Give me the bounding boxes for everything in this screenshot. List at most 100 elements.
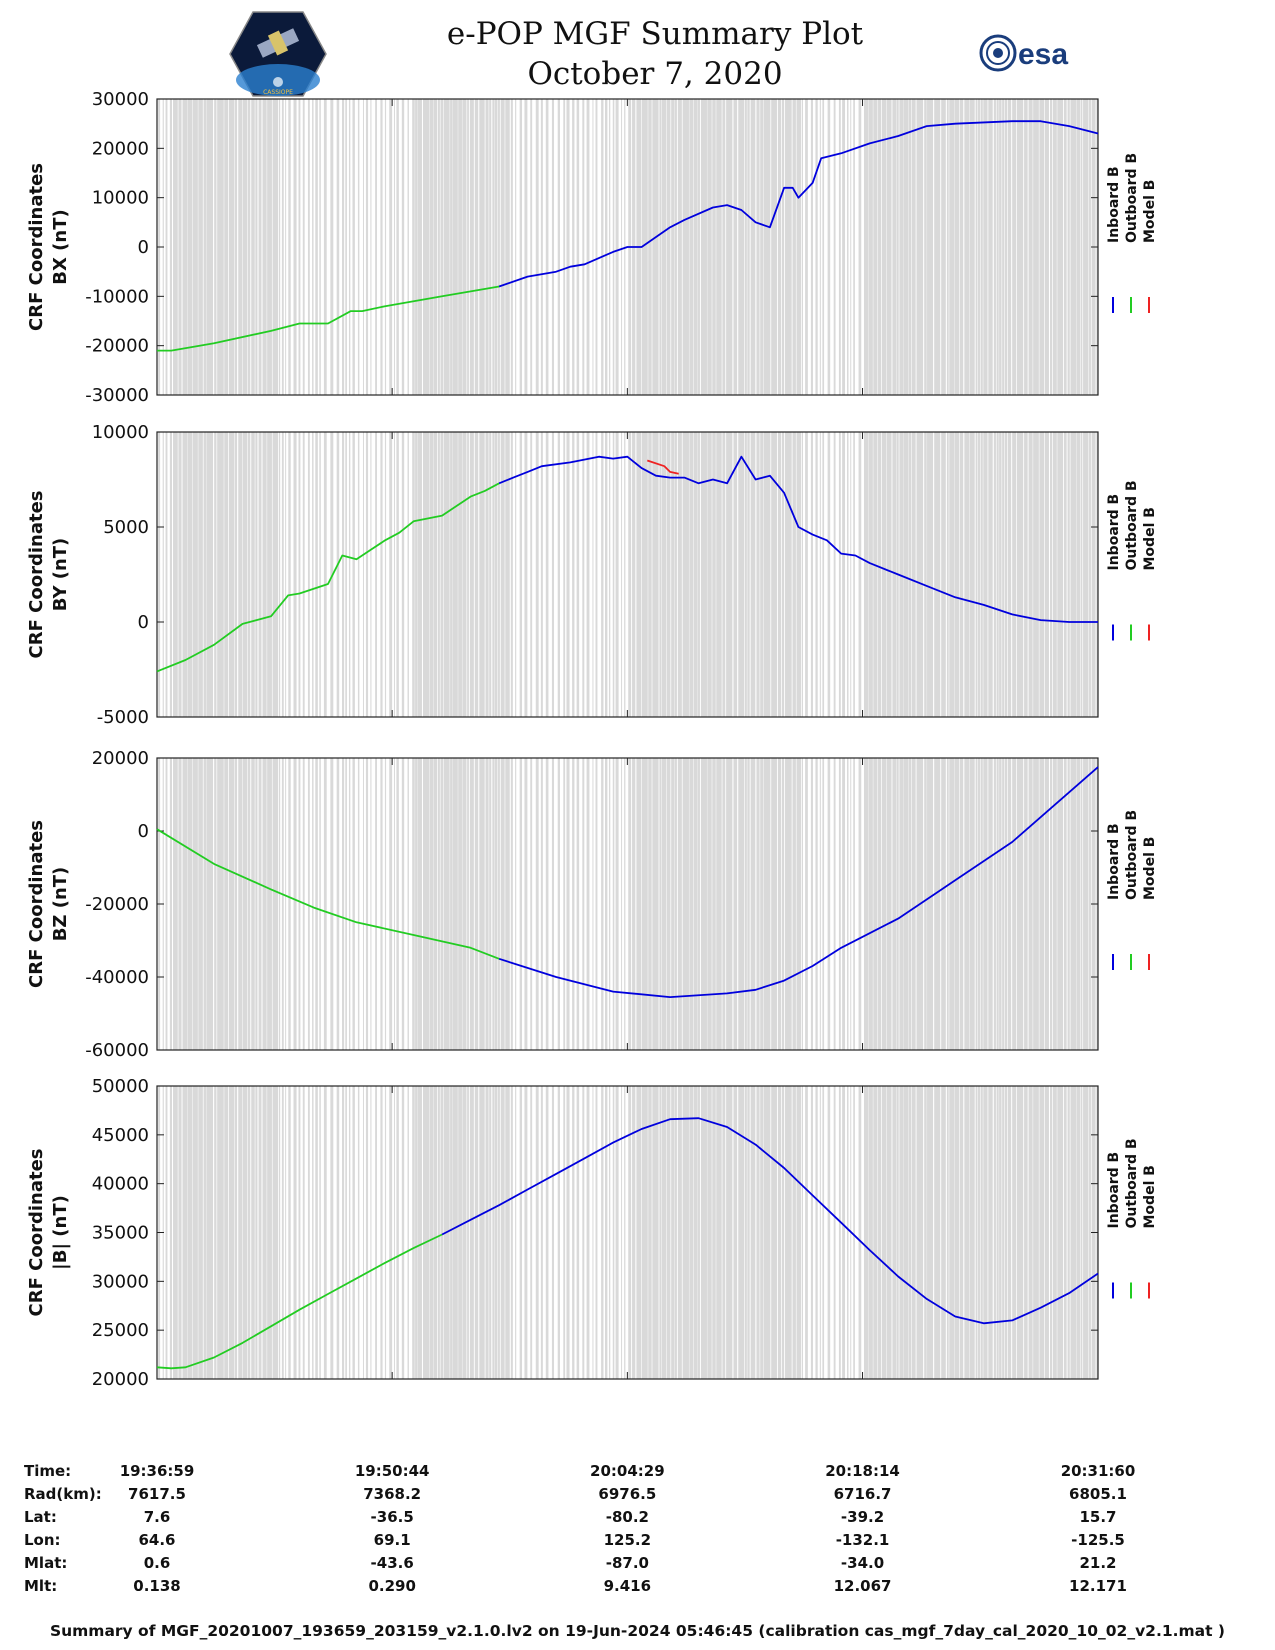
gap-shade-stripe xyxy=(572,99,575,395)
legend-label-model-b: Model B xyxy=(1142,507,1158,570)
gap-shade-stripe xyxy=(500,758,505,1050)
gap-shade-stripe xyxy=(777,758,781,1050)
gap-shade-stripe xyxy=(192,432,198,717)
gap-shade-stripe xyxy=(858,432,862,717)
gap-shade-stripe xyxy=(747,1086,750,1379)
gap-shade-stripe xyxy=(1067,432,1070,717)
gap-shade-stripe xyxy=(760,99,764,395)
gap-shade-stripe xyxy=(892,758,897,1050)
gap-shade-stripe xyxy=(1076,432,1081,717)
gap-shade-stripe xyxy=(293,758,297,1050)
gap-shade-stripe xyxy=(697,1086,700,1379)
gap-shade-stripe xyxy=(975,432,978,717)
gap-shade-stripe xyxy=(341,758,345,1050)
gap-shade-stripe xyxy=(969,432,975,717)
legend-label-outboard-b: Outboard B xyxy=(1124,153,1140,243)
gap-shade-stripe xyxy=(996,99,999,395)
gap-shade-stripe xyxy=(566,1086,570,1379)
gap-shade-stripe xyxy=(540,99,543,395)
gap-shade-stripe xyxy=(980,758,983,1050)
gap-shade-stripe xyxy=(494,1086,498,1379)
gap-shade-stripe xyxy=(551,432,555,717)
gap-shade-stripe xyxy=(384,432,387,717)
gap-shade-stripe xyxy=(582,1086,585,1379)
gap-shade-stripe xyxy=(492,758,495,1050)
gap-shade-stripe xyxy=(365,432,369,717)
ephemeris-value: -43.6 xyxy=(370,1554,414,1572)
gap-shade-stripe xyxy=(479,758,485,1050)
gap-shade-stripe xyxy=(760,432,764,717)
gap-shade-stripe xyxy=(1089,99,1091,395)
gap-shade-stripe xyxy=(1044,758,1049,1050)
gap-shade-stripe xyxy=(234,758,238,1050)
gap-shade-stripe xyxy=(677,758,682,1050)
gap-shade-stripe xyxy=(469,1086,474,1379)
gap-shade-stripe xyxy=(345,99,347,395)
gap-shade-stripe xyxy=(677,99,682,395)
gap-shade-stripe xyxy=(810,432,813,717)
gap-shade-stripe xyxy=(712,758,716,1050)
gap-shade-stripe xyxy=(433,1086,438,1379)
gap-shade-stripe xyxy=(850,432,852,717)
gap-shade-stripe xyxy=(169,432,172,717)
gap-shade-stripe xyxy=(380,1086,383,1379)
gap-shade-stripe xyxy=(819,1086,821,1379)
gap-shade-stripe xyxy=(881,432,887,717)
gap-shade-stripe xyxy=(792,1086,796,1379)
gap-shade-stripe xyxy=(838,432,841,717)
gap-shade-stripe xyxy=(899,432,904,717)
gap-shade-stripe xyxy=(892,99,897,395)
ephemeris-value: -87.0 xyxy=(605,1554,649,1572)
gap-shade-stripe xyxy=(505,1086,510,1379)
gap-shade-stripe xyxy=(393,432,395,717)
gap-shade-stripe xyxy=(805,758,808,1050)
gap-shade-stripe xyxy=(993,99,996,395)
gap-shade-stripe xyxy=(1067,99,1070,395)
gap-shade-stripe xyxy=(1007,758,1012,1050)
legend-label-model-b: Model B xyxy=(1142,180,1158,243)
gap-shade-stripe xyxy=(187,432,193,717)
gap-shade-stripe xyxy=(756,99,760,395)
gap-shade-stripe xyxy=(182,758,188,1050)
gap-shade-stripe xyxy=(1052,432,1057,717)
gap-shade-stripe xyxy=(682,432,689,717)
panel-3: -60000 -40000 -20000 0 20000 CRF Coordinates B… xyxy=(26,748,1158,1061)
gap-shade-stripe xyxy=(173,758,178,1050)
gap-shade-stripe xyxy=(489,99,492,395)
gap-shade-stripe xyxy=(178,1086,182,1379)
y-tick-label: 30000 xyxy=(92,89,149,110)
gap-shade-stripe xyxy=(744,99,747,395)
gap-shade-stripe xyxy=(674,432,677,717)
gap-shade-stripe xyxy=(1089,1086,1091,1379)
gap-shade-stripe xyxy=(545,758,549,1050)
gap-shade-stripe xyxy=(886,99,892,395)
gap-shade-stripe xyxy=(370,99,372,395)
gap-shade-stripe xyxy=(621,432,623,717)
gap-shade-stripe xyxy=(601,758,604,1050)
gap-shade-stripe xyxy=(345,432,347,717)
ephemeris-row: Mlat: 0.6 -43.6 -87.0 -34.0 21.2 xyxy=(0,1554,1275,1578)
gap-shade-stripe xyxy=(911,99,916,395)
gap-shade-stripe xyxy=(262,99,267,395)
gap-shade-stripe xyxy=(165,99,168,395)
gap-shade-stripe xyxy=(946,432,949,717)
gap-shade-stripe xyxy=(479,99,485,395)
gap-shade-stripe xyxy=(927,1086,934,1379)
gap-shade-stripe xyxy=(494,99,498,395)
gap-shade-stripe xyxy=(365,758,369,1050)
gap-shade-stripe xyxy=(833,758,836,1050)
gap-shade-stripe xyxy=(401,758,405,1050)
gap-shade-stripe xyxy=(1033,1086,1039,1379)
gap-shade-stripe xyxy=(815,758,818,1050)
gap-shade-stripe xyxy=(370,758,372,1050)
gap-shade-stripe xyxy=(819,99,821,395)
gap-shade-stripe xyxy=(934,432,941,717)
gap-shade-stripe xyxy=(1039,758,1045,1050)
gap-shade-stripe xyxy=(336,99,340,395)
gap-shade-stripe xyxy=(707,432,712,717)
gap-shade-stripe xyxy=(1076,99,1081,395)
gap-shade-stripe xyxy=(993,1086,996,1379)
gap-shade-stripe xyxy=(750,758,756,1050)
gap-shade-stripe xyxy=(636,758,642,1050)
gap-shade-stripe xyxy=(700,1086,707,1379)
